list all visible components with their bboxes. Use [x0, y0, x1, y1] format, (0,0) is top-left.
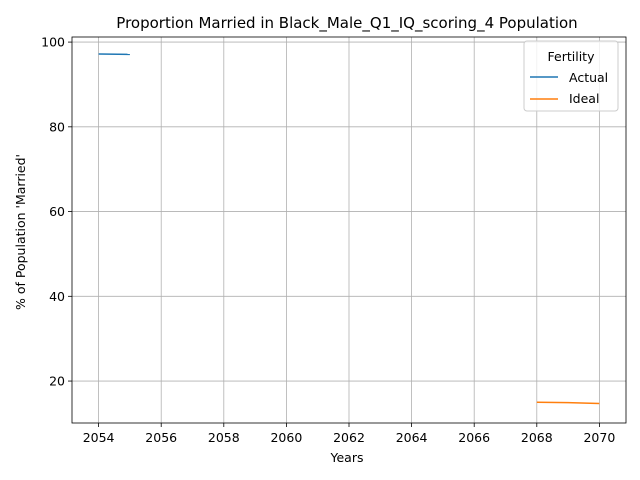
- y-tick-label: 80: [49, 119, 65, 134]
- legend-label-actual: Actual: [569, 70, 608, 85]
- x-tick-label: 2068: [521, 430, 553, 445]
- legend-title: Fertility: [548, 49, 596, 64]
- y-axis-label: % of Population 'Married': [13, 154, 28, 310]
- y-tick-label: 100: [41, 35, 65, 50]
- x-tick-label: 2060: [270, 430, 302, 445]
- series-lines: [98, 53, 600, 405]
- x-tick-label: 2058: [208, 430, 240, 445]
- x-tick-label: 2062: [333, 430, 365, 445]
- x-axis-ticks: 2054 2056 2058 2060 2062 2064 2066 2068 2070: [83, 423, 615, 445]
- x-tick-label: 2064: [396, 430, 428, 445]
- legend-box: [523, 40, 619, 112]
- x-axis-label: Years: [330, 450, 364, 465]
- y-axis-ticks: 20 40 60 80 100: [41, 35, 72, 389]
- legend-label-ideal: Ideal: [569, 91, 599, 106]
- legend: Fertility Actual Ideal: [523, 40, 619, 112]
- y-tick-label: 20: [49, 374, 65, 389]
- y-tick-label: 40: [49, 289, 65, 304]
- chart-title: Proportion Married in Black_Male_Q1_IQ_s…: [116, 14, 577, 33]
- x-tick-label: 2056: [145, 430, 177, 445]
- series-line-ideal: [536, 401, 600, 405]
- x-tick-label: 2070: [583, 430, 615, 445]
- x-tick-label: 2066: [458, 430, 490, 445]
- y-tick-label: 60: [49, 204, 65, 219]
- x-tick-label: 2054: [83, 430, 115, 445]
